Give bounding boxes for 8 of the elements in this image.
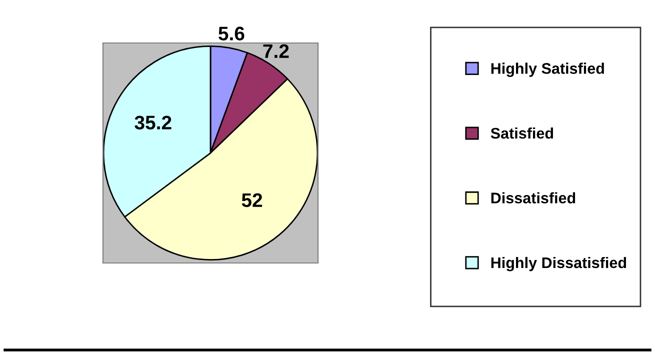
legend-label: Highly Dissatisfied	[491, 256, 626, 272]
data-label: 5.6	[218, 26, 244, 40]
legend-label: Satisfied	[490, 127, 554, 139]
legend-label: Highly Satisfied	[491, 62, 604, 77]
legend-label: Dissatisfied	[491, 192, 576, 204]
data-label: 52	[242, 193, 262, 208]
data-label: 35.2	[134, 116, 172, 130]
data-label: 7.2	[263, 44, 289, 58]
